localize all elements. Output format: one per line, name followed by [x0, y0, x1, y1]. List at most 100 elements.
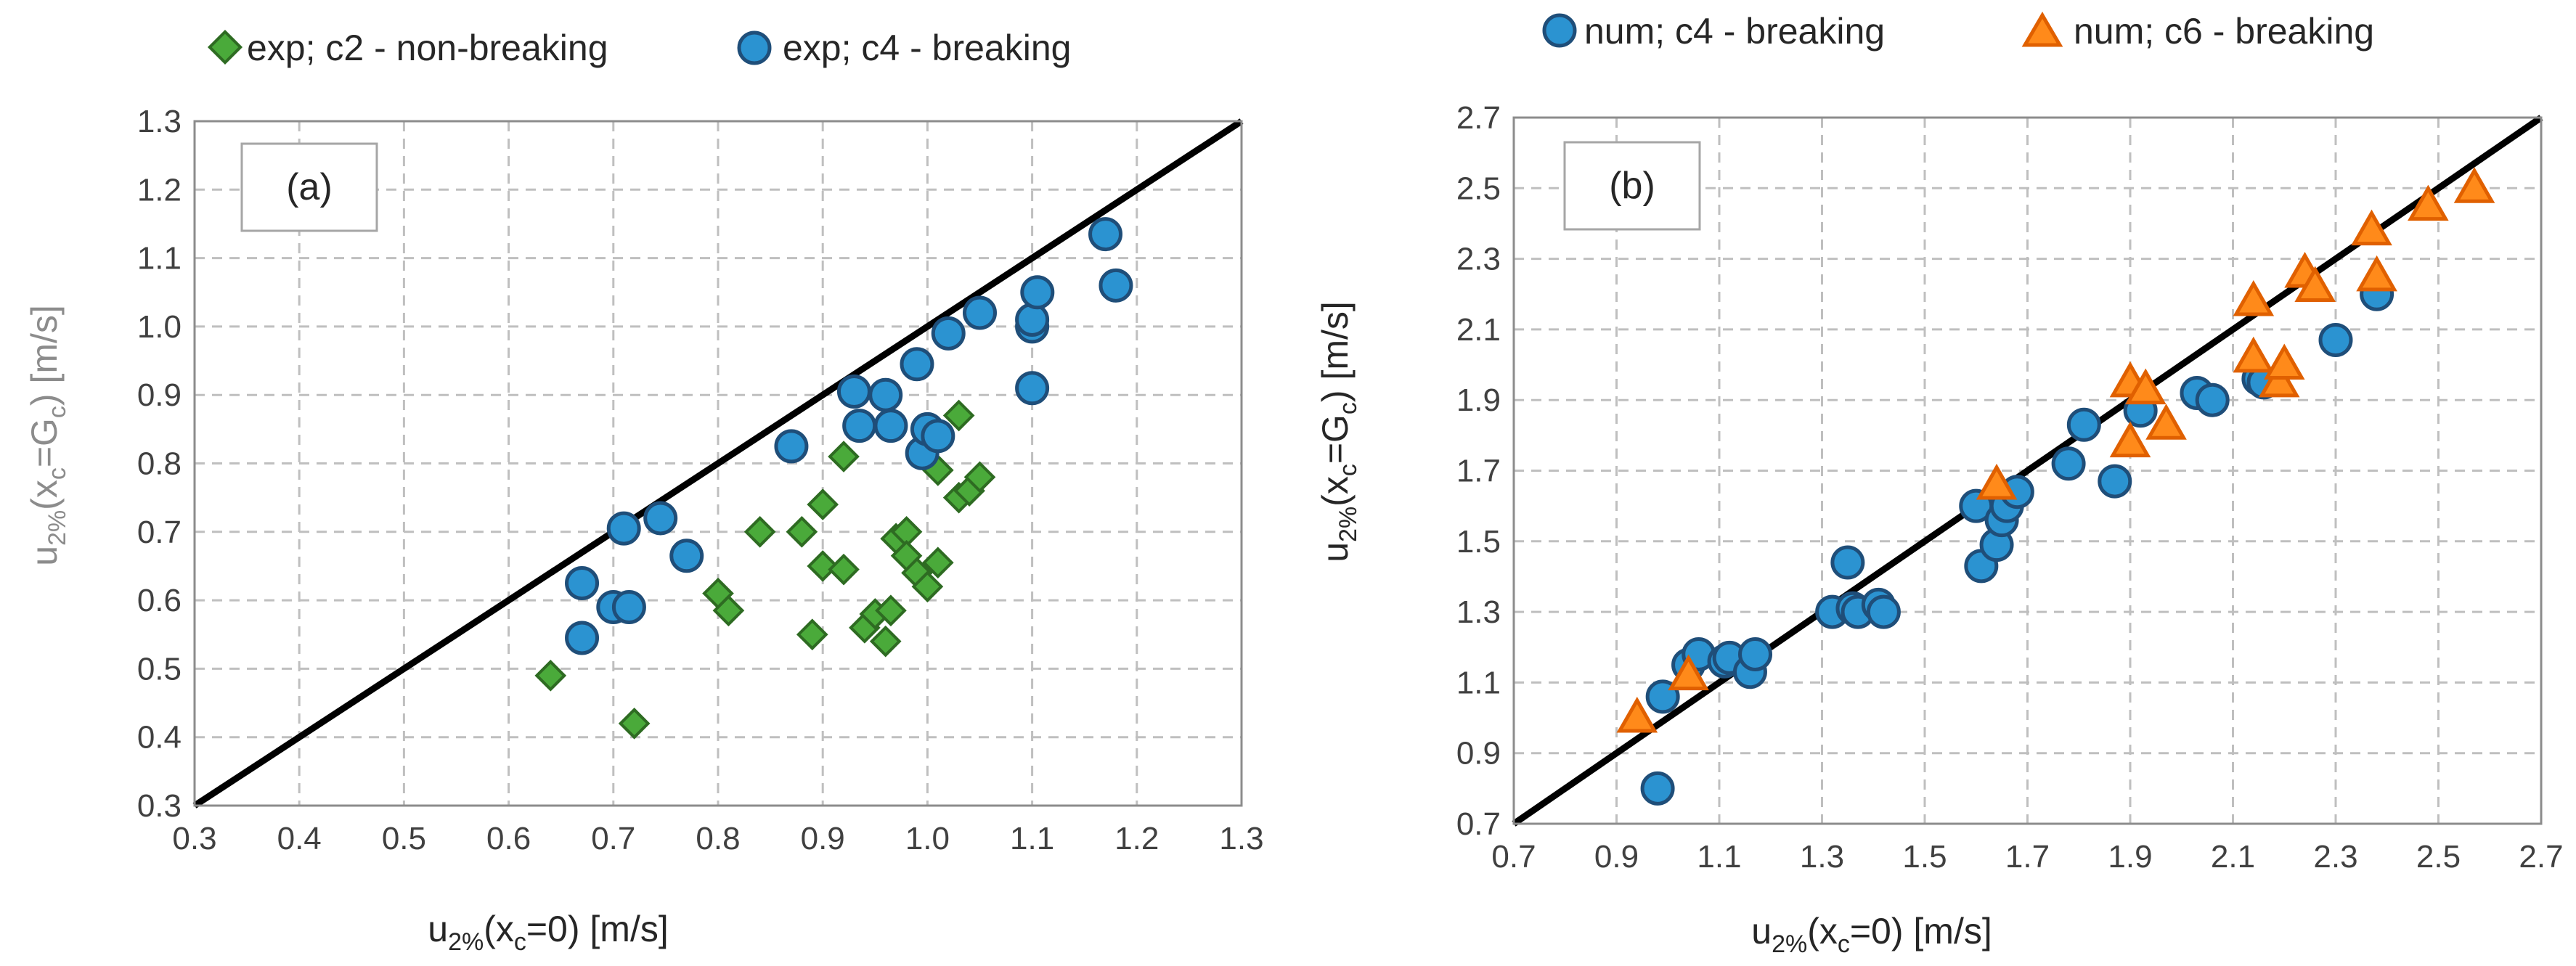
chart-a-series-2-point — [842, 409, 877, 443]
chart-b-x-tick-label: 0.7 — [1491, 839, 1536, 875]
chart-a-series-2-point — [606, 511, 641, 546]
chart-a-series-1-point — [828, 441, 860, 472]
chart-a-series-1-point — [875, 594, 907, 627]
chart-b-series-1-point — [2098, 464, 2132, 499]
chart-b-series-2-point — [2356, 255, 2397, 292]
chart-b-series-1-point — [2066, 407, 2101, 442]
chart-b-x-tick-label: 1.5 — [1902, 839, 1947, 875]
chart-a-y-tick-label: 0.7 — [137, 515, 182, 550]
chart-a-points — [534, 217, 1133, 740]
chart-b-x-axis-label: u2%(xc=0) [m/s] — [1751, 911, 1992, 958]
chart-a-series-1-point — [963, 461, 996, 494]
chart-a-series-1-point — [534, 660, 567, 692]
chart-b-series-1-point — [1830, 545, 1865, 580]
chart-a-series-2-point — [868, 377, 903, 412]
chart-a-series-1-point — [911, 570, 944, 603]
chart-b-y-tick-label: 2.7 — [1456, 100, 1501, 136]
chart-a-y-ticks: 0.3 0.4 0.5 0.6 0.7 0.8 0.9 1.0 1.1 1.2 1.3 — [137, 104, 182, 824]
chart-a-series-1-point — [743, 515, 776, 548]
chart-b-series-1-point — [2318, 322, 2353, 357]
chart-b-series-2-point — [2408, 184, 2449, 221]
chart-a-y-tick-label: 1.1 — [137, 241, 182, 277]
chart-b-y-tick-label: 1.1 — [1456, 665, 1501, 700]
chart-b-series-2-point — [2233, 336, 2275, 373]
chart-a-identity-line — [192, 118, 1244, 809]
chart-b-series-1-point — [2051, 446, 2086, 481]
chart-b-series-2-point — [1976, 463, 2018, 500]
chart-b-y-tick-label: 2.5 — [1456, 171, 1501, 206]
chart-a-series-2-point — [565, 621, 600, 655]
chart-a-y-tick-label: 0.5 — [137, 651, 182, 687]
chart-a-panel-label-box — [240, 142, 378, 232]
chart-b-series-1-point — [1640, 771, 1675, 806]
chart-b-series-1-point — [1738, 637, 1773, 671]
chart-b-series-1-point — [1866, 594, 1901, 629]
chart-a-y-tick-label: 0.3 — [137, 788, 182, 824]
chart-a-series-1-point — [796, 618, 828, 651]
chart-b-y-tick-label: 1.3 — [1456, 594, 1501, 630]
chart-a-series-1-point — [942, 399, 975, 432]
chart-a-x-tick-label: 0.5 — [382, 821, 426, 856]
chart-b-panel-label-box — [1563, 141, 1701, 231]
chart-b-series-2-point — [2145, 404, 2187, 440]
chart-a-series-2-point — [1020, 275, 1055, 310]
chart-a-series-1-point — [921, 547, 954, 579]
chart-a-x-tick-label: 0.6 — [486, 821, 531, 856]
chart-b-series-2-point — [2233, 279, 2275, 316]
chart-a-legend-series-2: exp; c4 - breaking — [783, 28, 1071, 68]
chart-b-x-tick-label: 2.1 — [2211, 839, 2255, 875]
chart-b-y-tick-label: 0.9 — [1456, 736, 1501, 771]
chart-b-y-tick-label: 1.5 — [1456, 524, 1501, 560]
chart-b-series-2-point — [2258, 361, 2300, 398]
chart-a-x-tick-label: 1.2 — [1114, 821, 1159, 856]
chart-a-x-tick-label: 0.3 — [172, 821, 216, 856]
chart-a-series-2-point — [931, 316, 966, 351]
chart-a-panel-label: (a) — [286, 166, 333, 208]
chart-b-points — [1616, 167, 2495, 806]
chart-b-series-2-point — [2294, 266, 2336, 303]
chart-a-series-1-point — [828, 553, 860, 586]
chart-b-y-tick-label: 1.9 — [1456, 382, 1501, 418]
chart-a-x-tick-label: 1.0 — [905, 821, 950, 856]
chart-a-legend-diamond-marker — [207, 29, 243, 65]
chart-a-y-tick-label: 0.6 — [137, 583, 182, 618]
chart-b-series-2-point — [1668, 654, 1709, 691]
chart-a-y-tick-label: 0.4 — [137, 720, 182, 756]
chart-b-series-2-point — [2124, 368, 2167, 405]
chart-a-plot-frame — [193, 120, 1243, 807]
chart-b-x-tick-label: 2.3 — [2313, 839, 2357, 875]
chart-a-series-2-point — [963, 295, 997, 330]
chart-a-x-tick-label: 0.8 — [696, 821, 740, 856]
chart-a-x-tick-label: 0.9 — [801, 821, 845, 856]
chart-a-series-2-point — [873, 409, 908, 443]
chart-b-x-tick-label: 1.9 — [2108, 839, 2152, 875]
chart-b-series-2-point — [2263, 343, 2305, 380]
chart-b-x-tick-label: 2.7 — [2519, 839, 2563, 875]
chart-b-x-tick-label: 1.3 — [1800, 839, 1844, 875]
chart-a-x-tick-label: 0.7 — [591, 821, 635, 856]
chart-b-y-ticks: 0.7 0.9 1.1 1.3 1.5 1.7 1.9 2.1 2.3 2.5 2.7 — [1456, 100, 1501, 842]
chart-a-y-tick-label: 1.0 — [137, 309, 182, 345]
chart-b-series-1-point — [2195, 382, 2230, 417]
chart-b-legend-series-1: num; c4 - breaking — [1584, 11, 1885, 52]
chart-a-series-2-point — [900, 347, 934, 382]
chart-a-y-tick-label: 0.9 — [137, 377, 182, 413]
chart-a-series-2-point — [1099, 268, 1133, 303]
chart-a-series-1-point — [786, 515, 818, 548]
chart-b-y-tick-label: 1.7 — [1456, 454, 1501, 489]
chart-b-series-2-point — [2351, 209, 2392, 246]
chart-b-legend-series-2: num; c6 - breaking — [2074, 11, 2374, 52]
chart-b-series-2-point — [2453, 167, 2495, 203]
chart-a-series-1-point — [807, 550, 839, 582]
chart-b-legend-circle-marker — [1542, 13, 1577, 48]
chart-b-y-tick-label: 0.7 — [1456, 806, 1501, 842]
chart-a-x-ticks: 0.3 0.4 0.5 0.6 0.7 0.8 0.9 1.0 1.1 1.2 1.3 — [172, 821, 1263, 856]
chart-b-x-tick-label: 0.9 — [1594, 839, 1639, 875]
chart-b-legend: num; c4 - breaking num; c6 - breaking — [1542, 11, 2374, 52]
chart-a-series-1-point — [712, 594, 745, 627]
chart-a-x-axis-label: u2%(xc=0) [m/s] — [428, 909, 668, 956]
chart-a-legend-circle-marker — [737, 30, 772, 65]
chart-b-series-2-point — [1616, 697, 1658, 733]
chart-a-series-2-point — [643, 501, 678, 536]
